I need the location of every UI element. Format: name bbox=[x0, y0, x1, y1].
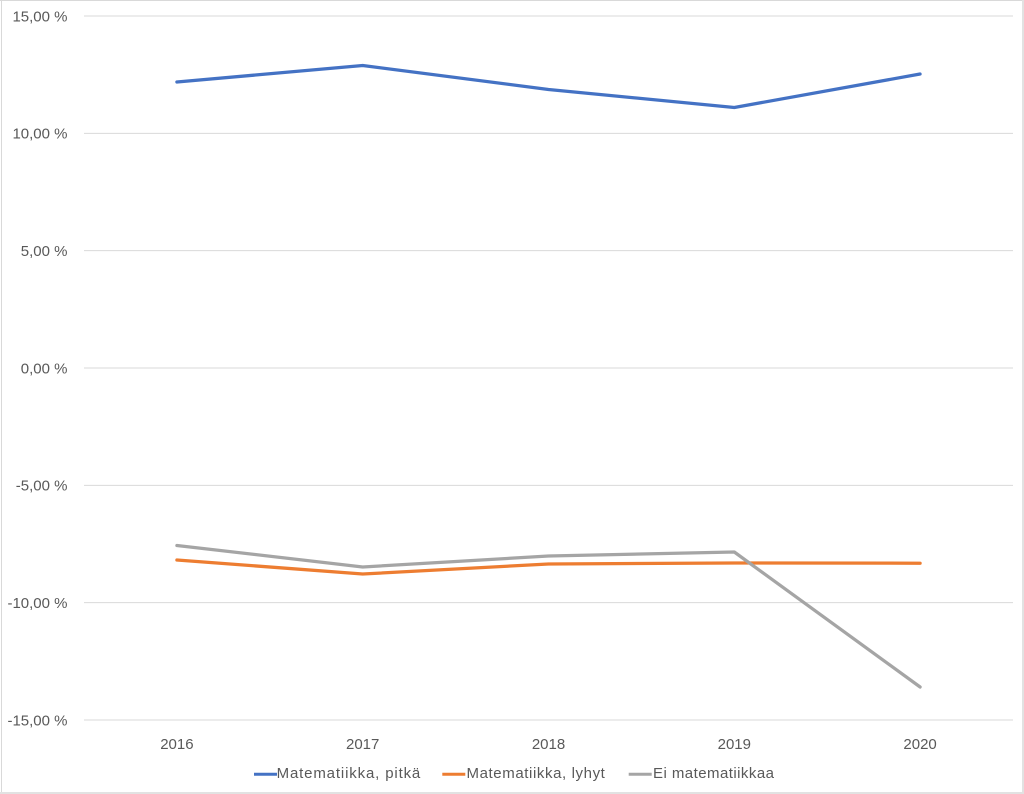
svg-text:0,00 %: 0,00 % bbox=[21, 360, 68, 377]
svg-text:Ei matematiikkaa: Ei matematiikkaa bbox=[653, 765, 775, 782]
svg-text:15,00 %: 15,00 % bbox=[12, 8, 67, 25]
svg-text:-5,00 %: -5,00 % bbox=[16, 478, 68, 495]
svg-text:10,00 %: 10,00 % bbox=[12, 126, 67, 143]
svg-text:-15,00 %: -15,00 % bbox=[7, 712, 67, 729]
svg-text:2018: 2018 bbox=[532, 736, 565, 753]
svg-text:Matematiikka, lyhyt: Matematiikka, lyhyt bbox=[467, 765, 606, 782]
svg-text:2016: 2016 bbox=[160, 736, 193, 753]
svg-text:5,00 %: 5,00 % bbox=[21, 243, 68, 260]
svg-text:2020: 2020 bbox=[903, 736, 936, 753]
svg-text:-10,00 %: -10,00 % bbox=[7, 595, 67, 612]
svg-text:Matematiikka, pitkä: Matematiikka, pitkä bbox=[277, 765, 422, 782]
svg-text:2019: 2019 bbox=[718, 736, 751, 753]
svg-text:2017: 2017 bbox=[346, 736, 379, 753]
